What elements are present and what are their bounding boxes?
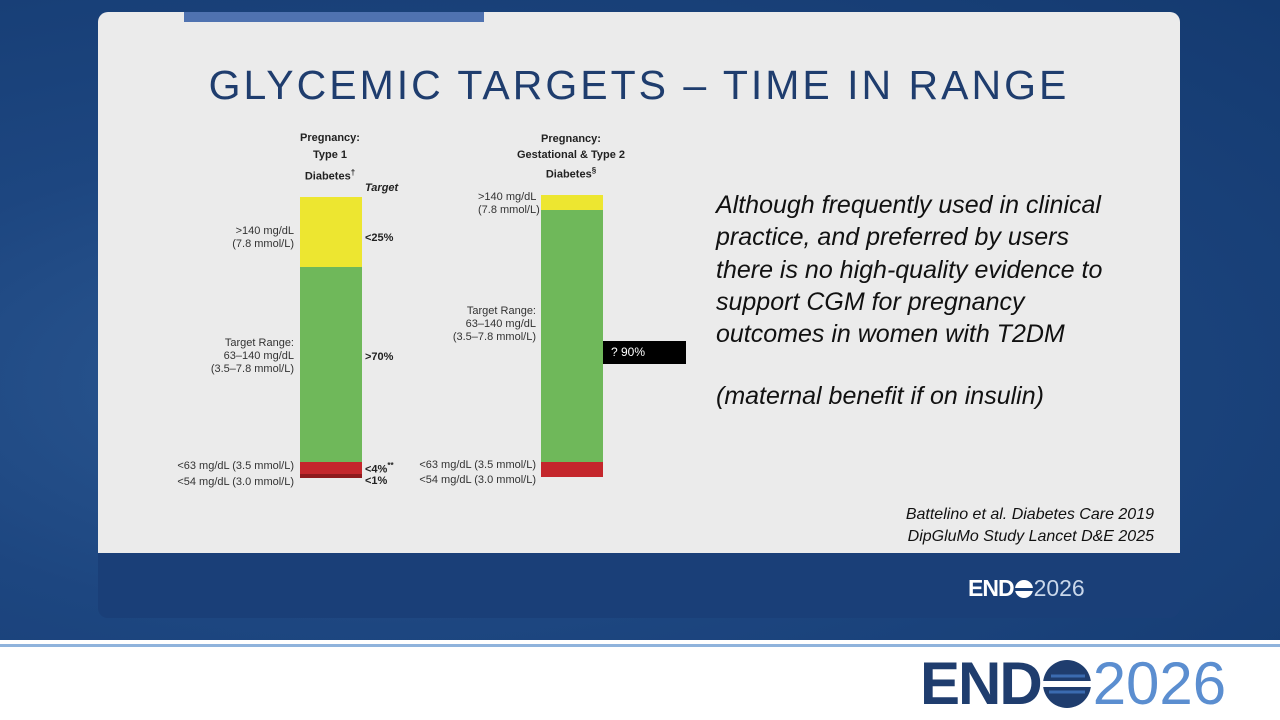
label-line: (7.8 mmol/L) [232,238,294,250]
body-line: outcomes in women with T2DM [716,320,1065,349]
logo-globe [1013,580,1034,598]
target-value: <1% [365,475,388,487]
footer-line [0,644,1280,647]
label-line: (7.8 mmol/L) [478,204,540,216]
note: (maternal benefit if on insulin) [716,382,1044,410]
bar-range [300,267,362,462]
heading-line: Diabetes§ [500,163,642,183]
target-value: <4%** [365,459,394,477]
heading-line: Pregnancy: [541,133,601,145]
slide-logo: END 2026 [968,574,1085,602]
footnote-mark: ** [387,461,394,470]
bar-high [300,197,362,267]
logo-word: END [920,650,1043,717]
footnote-mark: § [591,166,597,175]
footer-logo: END 2026 [920,650,1226,718]
range-label: Target Range: 63–140 mg/dL (3.5–7.8 mmol/L… [211,337,294,376]
slide-card [98,12,1180,618]
slide-title: GLYCEMIC TARGETS – TIME IN RANGE [208,62,1070,108]
heading-line: Gestational & Type 2 [517,149,625,161]
target-text: <4% [365,463,388,476]
body-line: support CGM for pregnancy [716,287,1025,316]
heading-text: Diabetes [545,168,592,181]
range-label: <63 mg/dL (3.5 mmol/L) [419,459,536,471]
bar-high [541,195,603,210]
body-line: there is no high-quality evidence to [716,255,1103,284]
target-header: Target [365,182,399,194]
body-text: Although frequently used in clinical pra… [716,189,1102,350]
range-label: <63 mg/dL (3.5 mmol/L) [177,460,294,472]
label-line: >140 mg/dL [235,225,294,237]
slide-body [98,12,1180,553]
label-line: 63–140 mg/dL [465,318,536,330]
logo-globe [1040,660,1093,708]
range-label: <54 mg/dL (3.0 mmol/L) [177,476,294,488]
panel-heading: Pregnancy: Gestational & Type 2 Diabetes… [500,131,642,183]
bar-low [541,462,603,477]
bar-low [300,462,362,474]
bar-range [541,210,603,462]
label-line: 63–140 mg/dL [223,350,294,362]
footnote-mark: † [350,168,356,177]
target-value: >70% [365,351,394,363]
label-line: Target Range: [466,305,536,317]
heading-line: Type 1 [312,149,348,161]
citation: DipGluMo Study Lancet D&E 2025 [907,528,1154,545]
target-value: <25% [365,232,394,244]
body-line: practice, and preferred by users [716,223,1069,252]
logo-word: END [968,575,1015,601]
range-label: >140 mg/dL (7.8 mmol/L) [232,225,294,251]
logo-year: 2026 [1092,650,1227,717]
heading-line: Diabetes† [270,164,390,186]
panel-heading: Pregnancy: Type 1 Diabetes† [270,130,390,186]
logo-year: 2026 [1033,575,1085,601]
label-line: (3.5–7.8 mmol/L) [210,363,294,375]
heading-text: Diabetes [304,170,351,183]
range-label: >140 mg/dL (7.8 mmol/L) [478,191,540,217]
range-label: <54 mg/dL (3.0 mmol/L) [419,474,536,486]
callout: ? 90% [603,341,686,364]
label-line: Target Range: [224,337,294,349]
heading-line: Pregnancy: [300,132,360,144]
range-label: Target Range: 63–140 mg/dL (3.5–7.8 mmol/L… [453,305,536,344]
label-line: (3.5–7.8 mmol/L) [452,331,536,343]
citation: Battelino et al. Diabetes Care 2019 [905,506,1154,523]
bar-very-low [300,474,362,478]
accent-bar [184,12,484,22]
label-line: >140 mg/dL [478,191,537,203]
body-line: Although frequently used in clinical [716,191,1101,219]
